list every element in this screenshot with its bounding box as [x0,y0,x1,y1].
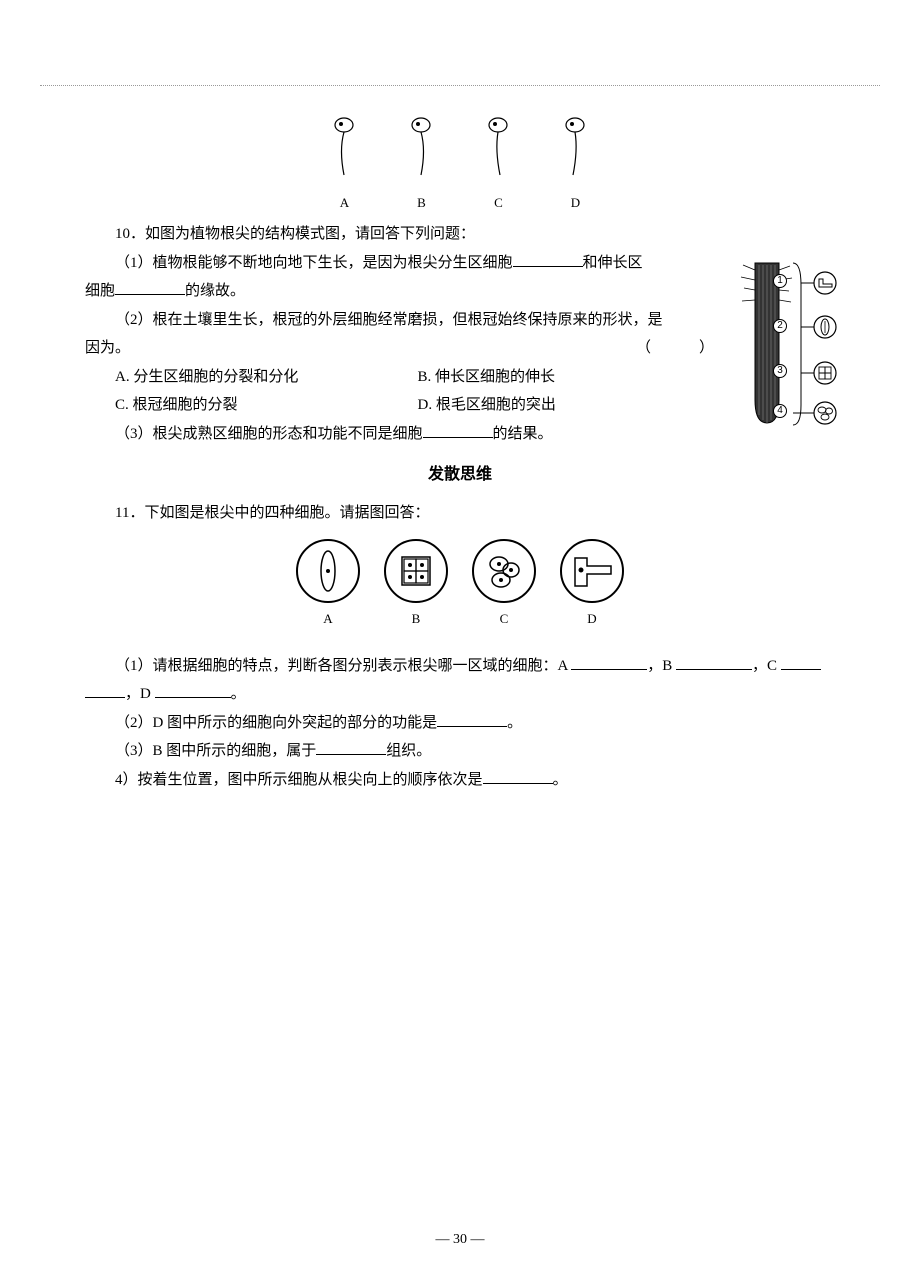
q10-p1-line1: （1）植物根能够不断地向地下生长，是因为根尖分生区细胞 和伸长区 [85,249,835,278]
q10-choice-d[interactable]: D. 根毛区细胞的突出 [418,391,721,420]
page-divider [40,85,880,86]
seed-b: B [404,115,439,215]
q11-p1-b: ，B [647,658,672,674]
page-number: — 30 — [0,1227,920,1254]
q11-blank-d[interactable] [155,682,231,699]
q11-blank-a[interactable] [571,653,647,670]
cell-c-circle [472,539,536,603]
q11-p3: （3）B 图中所示的细胞，属于 组织。 [85,737,835,766]
q10-p1-c: 细胞 [85,283,115,299]
seed-d-label: D [558,191,593,216]
q11-p1-line1: （1）请根据细胞的特点，判断各图分别表示根尖哪一区域的细胞：A ，B ，C [85,652,835,681]
q10-p3: （3）根尖成熟区细胞的形态和功能不同是细胞 的结果。 [85,420,835,449]
root-label-3: 3 [773,355,787,384]
root-label-4: 4 [773,395,787,424]
q10-p2-line1: （2）根在土壤里生长，根冠的外层细胞经常磨损，但根冠始终保持原来的形状，是 [85,306,835,335]
q10-choices-row2: C. 根冠细胞的分裂 D. 根毛区细胞的突出 [85,391,835,420]
q11-blank-p2[interactable] [437,710,507,727]
q11-p3-b: 组织。 [386,743,431,759]
root-label-2: 2 [773,310,787,339]
seed-d: D [558,115,593,215]
q11-blank-c2[interactable] [85,682,125,699]
q10-p1-d: 的缘故。 [185,283,245,299]
q11-blank-c1[interactable] [781,653,821,670]
seed-d-svg [558,115,593,180]
q10-p1-line2: 细胞 的缘故。 [85,277,835,306]
q11-p1-c: ，C [752,658,777,674]
q10-choice-b[interactable]: B. 伸长区细胞的伸长 [418,363,721,392]
cell-a-circle [296,539,360,603]
q11-blank-b[interactable] [676,653,752,670]
q11-p1-d: ，D [125,686,151,702]
content-area: 1 2 3 4 10．如图为植物根尖的结构模式图，请回答下列问题： （1）植物根… [85,220,835,794]
q11-blank-p3[interactable] [316,739,386,756]
root-tip-diagram [735,255,840,430]
question-10: 10．如图为植物根尖的结构模式图，请回答下列问题： （1）植物根能够不断地向地下… [85,220,835,448]
q11-p4: 4）按着生位置，图中所示细胞从根尖向上的顺序依次是 。 [85,766,835,795]
seed-c: C [481,115,516,215]
q10-p2-line2: 因为。 （ ） [85,334,835,363]
q10-p1-b: 和伸长区 [583,255,643,271]
cell-b: B [384,539,448,632]
q11-p1-e: 。 [231,686,246,702]
cell-d: D [560,539,624,632]
q10-blank-3[interactable] [423,421,493,438]
q10-p2-b: 因为。 [85,340,130,356]
cell-d-circle [560,539,624,603]
q10-p3-a: （3）根尖成熟区细胞的形态和功能不同是细胞 [115,426,423,442]
section-heading: 发散思维 [85,460,835,490]
q11-p1-line2: ，D 。 [85,680,835,709]
seed-b-svg [404,115,439,180]
q10-p3-b: 的结果。 [493,426,553,442]
q10-choice-c[interactable]: C. 根冠细胞的分裂 [115,391,418,420]
cell-c: C [472,539,536,632]
q11-p2-b: 。 [507,715,522,731]
q11-p3-a: （3）B 图中所示的细胞，属于 [115,743,316,759]
seed-a-svg [327,115,362,180]
question-11: 11．下如图是根尖中的四种细胞。请据图回答： A [85,499,835,795]
q10-blank-2[interactable] [115,279,185,296]
seed-c-label: C [481,191,516,216]
cell-figure-row: A B [85,539,835,632]
q11-p4-a: 4）按着生位置，图中所示细胞从根尖向上的顺序依次是 [115,772,483,788]
q11-stem: 11．下如图是根尖中的四种细胞。请据图回答： [85,499,835,528]
cell-a: A [296,539,360,632]
q10-choices-row1: A. 分生区细胞的分裂和分化 B. 伸长区细胞的伸长 [85,363,835,392]
cell-b-label: B [384,607,448,632]
root-label-1: 1 [773,265,787,294]
cell-b-circle [384,539,448,603]
seed-a: A [327,115,362,215]
q11-p4-b: 。 [553,772,568,788]
q11-p2: （2）D 图中所示的细胞向外突起的部分的功能是 。 [85,709,835,738]
q10-blank-1[interactable] [513,250,583,267]
q11-p1-a: （1）请根据细胞的特点，判断各图分别表示根尖哪一区域的细胞：A [115,658,568,674]
seed-b-label: B [404,191,439,216]
cell-a-label: A [296,607,360,632]
q11-p2-a: （2）D 图中所示的细胞向外突起的部分的功能是 [115,715,437,731]
q11-blank-p4[interactable] [483,767,553,784]
q10-stem: 10．如图为植物根尖的结构模式图，请回答下列问题： [85,220,835,249]
q10-choice-a[interactable]: A. 分生区细胞的分裂和分化 [115,363,418,392]
seed-a-label: A [327,191,362,216]
q10-p1-a: （1）植物根能够不断地向地下生长，是因为根尖分生区细胞 [115,255,513,271]
seed-figure-row: A B C D [85,115,835,215]
cell-c-label: C [472,607,536,632]
q10-paren[interactable]: （ ） [636,334,720,363]
cell-d-label: D [560,607,624,632]
seed-c-svg [481,115,516,180]
